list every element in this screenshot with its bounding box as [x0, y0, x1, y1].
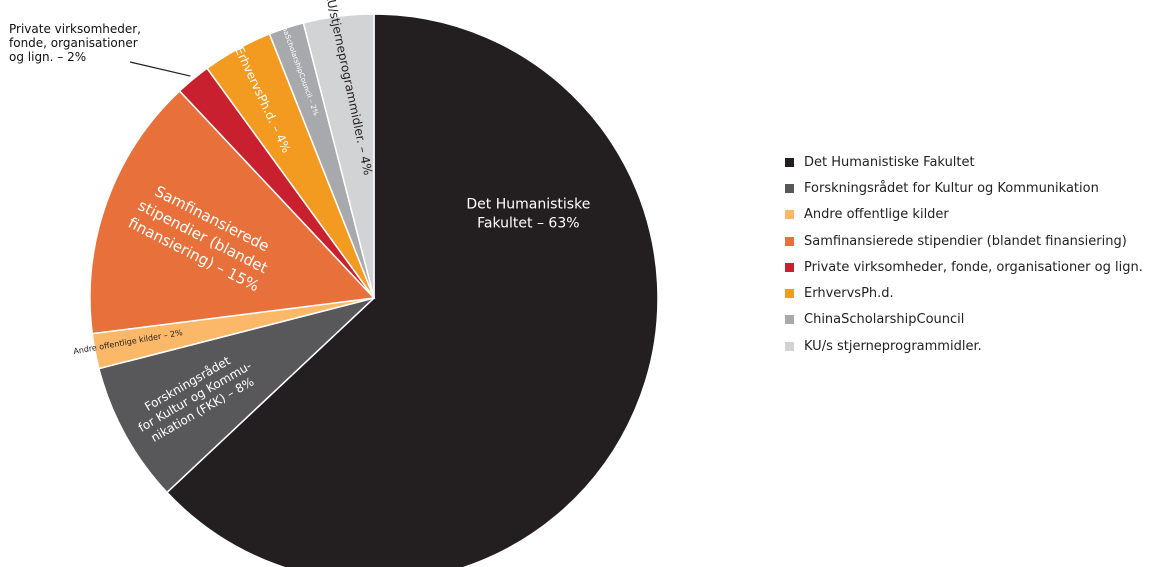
legend-item: Andre offentlige kilder [785, 202, 1170, 228]
legend-label: Private virksomheder, fonde, organisatio… [804, 260, 1143, 275]
legend-item: ErhvervsPh.d. [785, 280, 1170, 306]
legend-label: Andre offentlige kilder [804, 207, 949, 222]
legend-label: Samfinansierede stipendier (blandet fina… [804, 234, 1127, 249]
legend-label: Det Humanistiske Fakultet [804, 155, 975, 170]
legend-swatch [785, 237, 794, 246]
legend-label: ChinaScholarshipCouncil [804, 312, 964, 327]
legend: Det Humanistiske Fakultet Forskningsråde… [785, 149, 1170, 359]
legend-item: ChinaScholarshipCouncil [785, 307, 1170, 333]
legend-item: KU/s stjerneprogrammidler. [785, 333, 1170, 359]
legend-swatch [785, 158, 794, 167]
legend-item: Forskningsrådet for Kultur og Kommunikat… [785, 175, 1170, 201]
legend-item: Det Humanistiske Fakultet [785, 149, 1170, 175]
legend-swatch [785, 315, 794, 324]
legend-swatch [785, 184, 794, 193]
legend-label: Forskningsrådet for Kultur og Kommunikat… [804, 181, 1099, 196]
legend-swatch [785, 342, 794, 351]
legend-label: ErhvervsPh.d. [804, 286, 894, 301]
legend-item: Private virksomheder, fonde, organisatio… [785, 254, 1170, 280]
legend-swatch [785, 289, 794, 298]
legend-swatch [785, 210, 794, 219]
callout-label: Private virksomheder, fonde, organisatio… [9, 22, 184, 64]
legend-label: KU/s stjerneprogrammidler. [804, 339, 982, 354]
legend-swatch [785, 263, 794, 272]
legend-item: Samfinansierede stipendier (blandet fina… [785, 228, 1170, 254]
callout-leader-line [130, 62, 190, 76]
